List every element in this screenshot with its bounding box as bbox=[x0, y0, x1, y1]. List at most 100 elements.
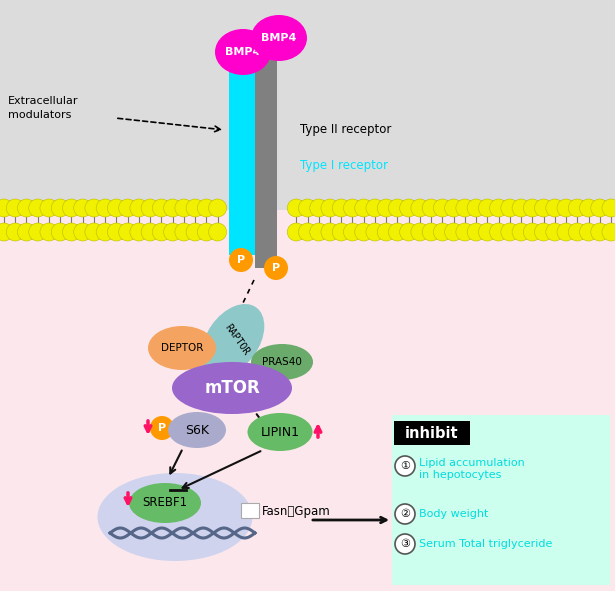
Circle shape bbox=[546, 223, 564, 241]
Circle shape bbox=[332, 223, 350, 241]
Ellipse shape bbox=[172, 362, 292, 414]
Circle shape bbox=[591, 223, 609, 241]
Circle shape bbox=[400, 199, 418, 217]
Circle shape bbox=[490, 223, 507, 241]
Circle shape bbox=[512, 199, 530, 217]
Bar bbox=[394, 421, 470, 445]
Text: Body weight: Body weight bbox=[419, 509, 488, 519]
Text: P: P bbox=[158, 423, 166, 433]
Text: Extracellular
modulators: Extracellular modulators bbox=[8, 96, 79, 119]
Bar bbox=[255, 28, 277, 268]
Circle shape bbox=[17, 199, 36, 217]
Circle shape bbox=[197, 223, 215, 241]
Text: DEPTOR: DEPTOR bbox=[161, 343, 203, 353]
Circle shape bbox=[264, 256, 288, 280]
Circle shape bbox=[130, 223, 148, 241]
Circle shape bbox=[74, 199, 92, 217]
Text: Lipid accumulation
in hepotocytes: Lipid accumulation in hepotocytes bbox=[419, 458, 525, 480]
Text: BMP4: BMP4 bbox=[225, 47, 261, 57]
Circle shape bbox=[321, 223, 339, 241]
Ellipse shape bbox=[98, 473, 253, 561]
Circle shape bbox=[467, 199, 485, 217]
Text: Serum Total triglyceride: Serum Total triglyceride bbox=[419, 539, 552, 549]
Text: RAPTOR: RAPTOR bbox=[223, 323, 251, 358]
Circle shape bbox=[434, 199, 451, 217]
Circle shape bbox=[478, 223, 496, 241]
Circle shape bbox=[164, 223, 181, 241]
Text: mTOR: mTOR bbox=[204, 379, 260, 397]
Circle shape bbox=[377, 223, 395, 241]
Bar bbox=[0, 0, 615, 210]
Circle shape bbox=[501, 223, 519, 241]
Circle shape bbox=[175, 199, 193, 217]
Circle shape bbox=[40, 223, 58, 241]
Circle shape bbox=[40, 199, 58, 217]
Circle shape bbox=[445, 223, 462, 241]
Text: ①: ① bbox=[400, 461, 410, 471]
Circle shape bbox=[512, 223, 530, 241]
Circle shape bbox=[579, 223, 598, 241]
Circle shape bbox=[355, 223, 373, 241]
Circle shape bbox=[310, 199, 328, 217]
Circle shape bbox=[6, 199, 24, 217]
Ellipse shape bbox=[202, 304, 264, 376]
Circle shape bbox=[6, 223, 24, 241]
Ellipse shape bbox=[129, 483, 201, 523]
Text: S6K: S6K bbox=[185, 424, 209, 437]
Circle shape bbox=[343, 223, 362, 241]
Circle shape bbox=[298, 223, 317, 241]
Circle shape bbox=[96, 223, 114, 241]
Circle shape bbox=[298, 199, 317, 217]
Circle shape bbox=[141, 199, 159, 217]
Bar bbox=[392, 415, 610, 585]
Circle shape bbox=[153, 223, 170, 241]
Text: LIPIN1: LIPIN1 bbox=[261, 426, 300, 439]
Circle shape bbox=[63, 199, 81, 217]
Text: Fasn、Gpam: Fasn、Gpam bbox=[262, 505, 331, 518]
Circle shape bbox=[332, 199, 350, 217]
Circle shape bbox=[63, 223, 81, 241]
Circle shape bbox=[467, 223, 485, 241]
Circle shape bbox=[411, 199, 429, 217]
Text: BMP4: BMP4 bbox=[261, 33, 296, 43]
Ellipse shape bbox=[251, 344, 313, 380]
Circle shape bbox=[96, 199, 114, 217]
Circle shape bbox=[186, 223, 204, 241]
Circle shape bbox=[130, 199, 148, 217]
Circle shape bbox=[523, 223, 541, 241]
Circle shape bbox=[0, 199, 13, 217]
Circle shape bbox=[197, 199, 215, 217]
Circle shape bbox=[321, 199, 339, 217]
Circle shape bbox=[366, 199, 384, 217]
Circle shape bbox=[557, 223, 575, 241]
Circle shape bbox=[389, 223, 407, 241]
Circle shape bbox=[119, 223, 137, 241]
Circle shape bbox=[411, 223, 429, 241]
Text: inhibit: inhibit bbox=[405, 426, 459, 440]
Circle shape bbox=[29, 223, 47, 241]
Circle shape bbox=[501, 199, 519, 217]
Text: Type I receptor: Type I receptor bbox=[300, 158, 388, 171]
Text: P: P bbox=[272, 263, 280, 273]
Circle shape bbox=[310, 223, 328, 241]
Circle shape bbox=[478, 199, 496, 217]
Circle shape bbox=[602, 223, 615, 241]
Text: SREBF1: SREBF1 bbox=[143, 496, 188, 509]
Circle shape bbox=[153, 199, 170, 217]
FancyBboxPatch shape bbox=[241, 503, 259, 518]
Circle shape bbox=[150, 416, 174, 440]
Ellipse shape bbox=[247, 413, 312, 451]
Ellipse shape bbox=[251, 15, 307, 61]
Circle shape bbox=[119, 199, 137, 217]
Circle shape bbox=[74, 223, 92, 241]
Circle shape bbox=[208, 199, 226, 217]
Circle shape bbox=[395, 504, 415, 524]
Circle shape bbox=[17, 223, 36, 241]
Circle shape bbox=[395, 456, 415, 476]
Circle shape bbox=[29, 199, 47, 217]
Circle shape bbox=[287, 223, 305, 241]
Circle shape bbox=[456, 199, 474, 217]
Bar bbox=[0, 210, 615, 591]
Ellipse shape bbox=[148, 326, 216, 370]
Circle shape bbox=[389, 199, 407, 217]
